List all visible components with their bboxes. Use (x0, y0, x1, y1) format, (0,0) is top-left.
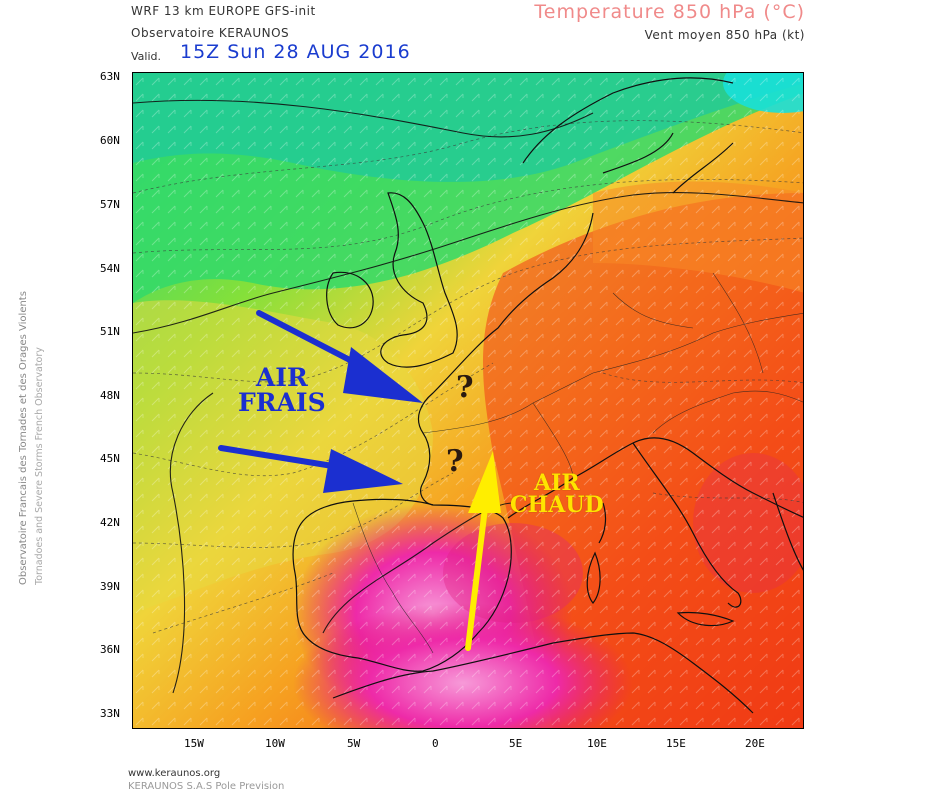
lon-label: 15W (184, 737, 204, 750)
lon-label: 5E (509, 737, 523, 750)
model-label: WRF 13 km EUROPE GFS-init (131, 4, 316, 18)
lat-label: 45N (100, 452, 120, 465)
map-canvas (133, 73, 803, 728)
lat-label: 36N (100, 643, 120, 656)
observatory-label: Observatoire KERAUNOS (131, 26, 290, 40)
warm-air-arrow (465, 451, 501, 651)
lat-label: 60N (100, 134, 120, 147)
lon-label: 10W (265, 737, 285, 750)
side-credit-fr: Observatoire Francais des Tornades et de… (18, 291, 29, 585)
lat-label: 33N (100, 707, 120, 720)
warm-air-label-line2: CHAUD (510, 492, 604, 518)
question-mark-south: ? (446, 444, 464, 479)
lon-label: 10E (587, 737, 607, 750)
cold-air-label-line1: AIR (255, 363, 308, 392)
lon-label: 20E (745, 737, 765, 750)
valid-time: 15Z Sun 28 AUG 2016 (180, 41, 411, 63)
valid-label: Valid. (131, 50, 162, 63)
footer-url[interactable]: www.keraunos.org (128, 768, 221, 779)
footer-company: KERAUNOS S.A.S Pole Prevision (128, 781, 285, 792)
lon-label: 15E (666, 737, 686, 750)
warm-air-label: AIR CHAUD (510, 472, 604, 516)
lat-label: 54N (100, 262, 120, 275)
coastlines (292, 77, 803, 714)
side-credit-en: Tornadoes and Severe Storms French Obser… (34, 347, 45, 585)
lat-label: 63N (100, 70, 120, 83)
cold-air-label: AIR FRAIS (238, 365, 326, 415)
question-mark-north: ? (456, 370, 474, 405)
wind-subtitle: Vent moyen 850 hPa (kt) (644, 28, 805, 42)
warm-air-label-line1: AIR (533, 470, 580, 496)
lon-label: 0 (432, 737, 439, 750)
temperature-map[interactable] (132, 72, 804, 729)
cold-air-arrows (218, 310, 423, 493)
cold-air-label-line2: FRAIS (238, 388, 326, 417)
lat-label: 51N (100, 325, 120, 338)
lat-label: 48N (100, 389, 120, 402)
parameter-title: Temperature 850 hPa (°C) (534, 1, 805, 23)
lat-label: 57N (100, 198, 120, 211)
lon-label: 5W (347, 737, 361, 750)
lat-label: 39N (100, 580, 120, 593)
lat-label: 42N (100, 516, 120, 529)
